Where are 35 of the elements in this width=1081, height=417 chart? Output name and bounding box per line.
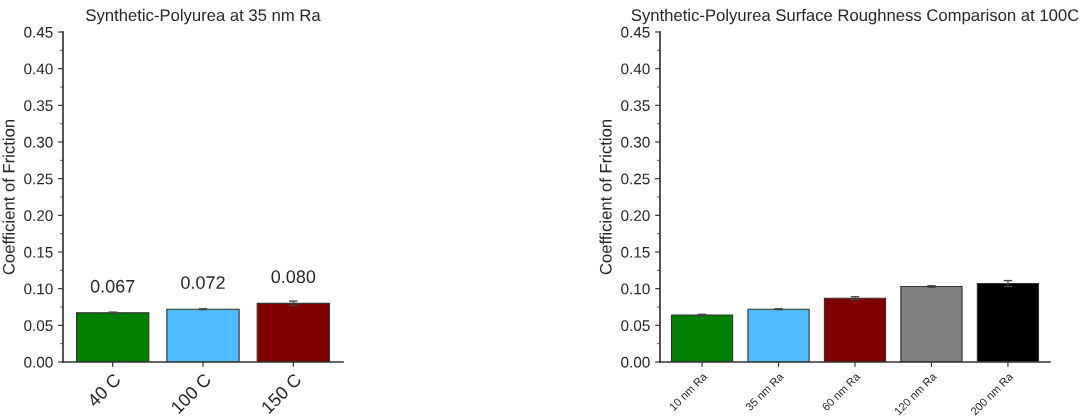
y-axis-title: Coefficient of Friction (599, 119, 612, 275)
y-tick-label: 0.25 (24, 173, 53, 185)
y-axis-title: Coefficient of Friction (2, 119, 15, 275)
x-tick-label: 35 nm Ra (744, 371, 785, 412)
x-tick-label: 40 C (86, 372, 122, 408)
y-tick-label: 0.15 (621, 246, 650, 258)
y-tick-label: 0.05 (621, 320, 650, 332)
data-label: 0.067 (90, 279, 135, 293)
y-tick-label: 0.45 (621, 26, 650, 38)
y-tick-label: 0.30 (621, 136, 650, 148)
y-tick-label: 0.45 (24, 26, 53, 38)
x-tick-label: 10 nm Ra (668, 371, 708, 411)
y-tick-label: 0.00 (621, 356, 650, 368)
x-tick-label: 200 nm Ra (970, 371, 1014, 416)
data-label: 0.080 (271, 270, 316, 284)
data-label: 0.072 (181, 276, 225, 289)
y-tick-label: 0.20 (621, 210, 650, 222)
y-tick-label: 0.40 (24, 63, 53, 75)
y-tick-label: 0.40 (621, 63, 650, 75)
y-tick-label: 0.00 (24, 356, 53, 368)
y-tick-label: 0.10 (24, 283, 53, 295)
x-tick-label: 150 C (260, 372, 303, 415)
y-tick-label: 0.15 (24, 246, 53, 258)
y-tick-label: 0.35 (621, 100, 650, 112)
y-tick-label: 0.20 (24, 210, 53, 222)
y-tick-label: 0.05 (24, 320, 53, 332)
x-tick-label: 120 nm Ra (893, 371, 938, 416)
y-tick-label: 0.35 (24, 100, 53, 112)
y-tick-label: 0.10 (621, 283, 650, 295)
y-tick-label: 0.30 (24, 136, 53, 148)
x-tick-label: 100 C (170, 372, 212, 415)
y-tick-label: 0.25 (621, 173, 650, 185)
chart-title: Synthetic-Polyurea Surface Roughness Comparison at 100C (631, 8, 1079, 25)
x-tick-label: 60 nm Ra (821, 371, 861, 412)
chart-title: Synthetic-Polyurea at 35 nm Ra (86, 8, 321, 25)
